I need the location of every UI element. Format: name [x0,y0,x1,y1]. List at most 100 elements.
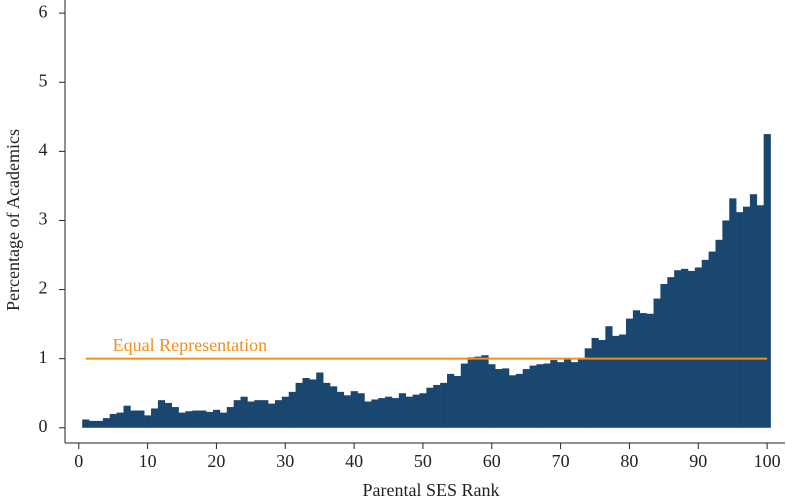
bar [502,368,510,428]
bar [185,411,193,428]
bar [591,337,599,428]
x-tick-label: 30 [276,451,294,471]
bar [426,387,434,428]
bar [95,420,104,428]
bar [488,364,496,428]
x-tick-label: 80 [620,451,638,471]
bar [440,382,448,428]
bar [749,194,758,428]
y-tick-label: 4 [39,139,48,159]
reference-label: Equal Representation [113,335,267,355]
bar [474,356,482,428]
x-tick-label: 20 [207,451,225,471]
bar [398,393,407,428]
bar [743,206,751,428]
x-tick-label: 70 [552,451,570,471]
bar [123,405,131,428]
x-tick-label: 100 [754,451,781,471]
bar [219,412,228,428]
bar [653,298,661,428]
bar [254,400,262,428]
bar [619,334,627,428]
bar [316,372,324,428]
bar [405,396,413,428]
bar [419,393,427,428]
bar [137,410,145,428]
y-tick-label: 5 [39,70,48,90]
bar [343,395,351,428]
bar [226,407,234,428]
bar [433,384,441,428]
bar [323,382,331,428]
bar [550,360,558,428]
x-tick-label: 90 [689,451,707,471]
y-tick-label: 1 [39,347,48,367]
bar [646,313,654,428]
bar [171,407,179,428]
bar [584,348,592,428]
x-tick-label: 60 [483,451,501,471]
y-tick-label: 6 [39,1,48,21]
bar [212,409,221,428]
x-tick-label: 0 [74,451,83,471]
y-axis-title: Percentage of Academics [3,129,23,311]
bar [681,268,689,428]
bar [570,362,579,428]
bar [178,412,186,428]
bar [694,267,703,428]
bar [660,284,668,428]
bar [447,373,455,428]
bar [288,391,296,428]
bar [261,400,269,428]
bar [164,402,172,428]
bar [206,411,214,428]
bar [247,401,255,428]
bar [632,310,641,428]
y-tick-label: 3 [39,209,48,229]
bar [674,270,682,428]
bar [309,379,317,428]
bar [371,399,379,428]
y-tick-label: 2 [39,278,48,298]
bar [522,369,530,428]
bar [625,318,634,428]
bar [412,394,420,428]
bar [151,408,159,428]
bar [364,401,372,428]
bar [274,400,283,428]
bar [281,396,290,428]
bar [736,212,744,428]
x-axis-title: Parental SES Rank [363,480,500,500]
bar [467,357,475,428]
bar [557,362,565,428]
bar [350,391,358,428]
bar [102,418,111,428]
bar [729,198,737,428]
bar [268,403,276,428]
bar [577,358,585,428]
bar [722,220,730,428]
bar [639,313,647,428]
bar [612,335,620,428]
bar [460,363,468,428]
bar [543,363,551,428]
bar [701,259,709,428]
bar [378,398,386,428]
bar [708,251,716,428]
bar [192,410,200,428]
bar [385,396,393,428]
bar [82,419,90,428]
bar [144,415,152,428]
bar [564,358,572,428]
bar [667,277,675,428]
bar [357,393,365,428]
bar [687,270,696,428]
bar [295,382,303,428]
bar [495,369,503,428]
x-tick-label: 40 [345,451,363,471]
bar [157,400,166,428]
bar [508,375,517,428]
bar [763,134,771,428]
